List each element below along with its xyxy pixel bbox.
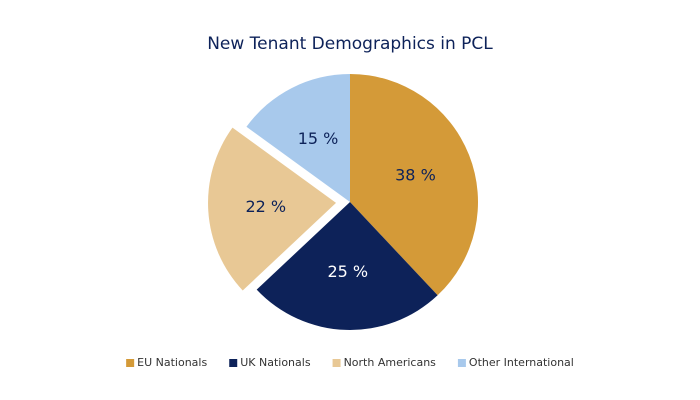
legend-swatch (332, 359, 341, 367)
legend-swatch (457, 359, 466, 367)
pie-slice (208, 127, 337, 291)
legend-label: UK Nationals (240, 356, 311, 369)
value-label: 38 % (395, 166, 436, 185)
chart-title: New Tenant Demographics in PCL (207, 34, 493, 54)
legend-label: Other International (469, 356, 574, 369)
legend-swatch (126, 359, 135, 367)
value-label: 25 % (327, 262, 368, 281)
legend-label: North Americans (344, 356, 437, 369)
legend-swatch (229, 359, 238, 367)
pie-slice (256, 202, 438, 331)
value-label: 15 % (298, 129, 339, 148)
legend-label: EU Nationals (137, 356, 207, 369)
legend: EU Nationals UK Nationals North Americans O… (126, 356, 574, 369)
pie-slice (350, 74, 478, 296)
value-label: 22 % (245, 197, 286, 216)
pie-slice (246, 74, 350, 202)
